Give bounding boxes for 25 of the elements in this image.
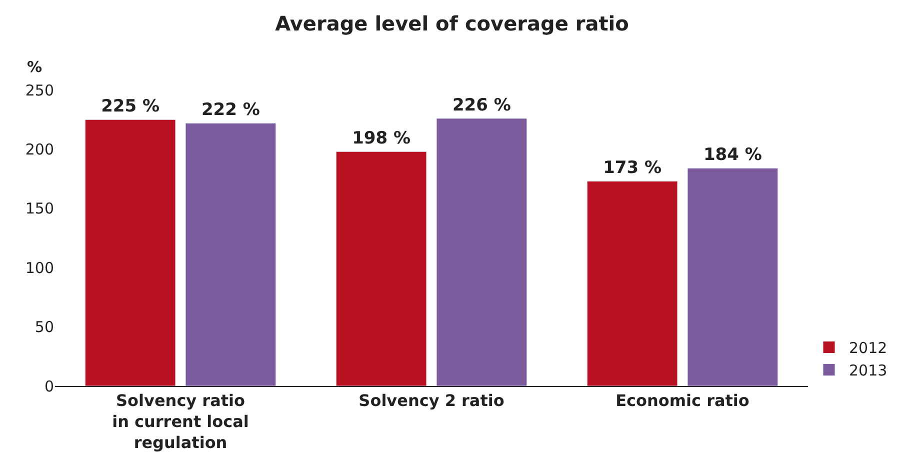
y-tick-label: 0 bbox=[44, 377, 54, 396]
data-label: 198 % bbox=[352, 128, 411, 149]
bar bbox=[436, 118, 528, 386]
chart-title: Average level of coverage ratio bbox=[275, 11, 629, 36]
x-tick-label: Solvency 2 ratio bbox=[358, 391, 504, 410]
y-tick-label: 200 bbox=[25, 140, 54, 158]
y-tick-label: 250 bbox=[25, 81, 54, 100]
x-tick-label: Solvency ratio in current local regulation bbox=[112, 391, 249, 452]
y-tick-label: 150 bbox=[25, 200, 54, 218]
bar bbox=[336, 151, 427, 386]
bar bbox=[185, 122, 276, 386]
y-tick-label: 50 bbox=[34, 318, 54, 336]
bar bbox=[687, 168, 778, 386]
data-label: 184 % bbox=[703, 145, 762, 166]
bar bbox=[84, 119, 176, 386]
data-label: 226 % bbox=[452, 95, 511, 116]
y-axis-title: % bbox=[27, 58, 42, 76]
legend-label: 2012 bbox=[849, 339, 888, 358]
data-label: 222 % bbox=[201, 100, 260, 120]
data-label: 173 % bbox=[603, 158, 662, 178]
bar bbox=[586, 180, 678, 386]
x-tick-label: Economic ratio bbox=[616, 391, 750, 410]
legend-label: 2013 bbox=[849, 362, 888, 380]
y-tick-label: 100 bbox=[25, 258, 54, 277]
data-label: 225 % bbox=[101, 96, 160, 117]
